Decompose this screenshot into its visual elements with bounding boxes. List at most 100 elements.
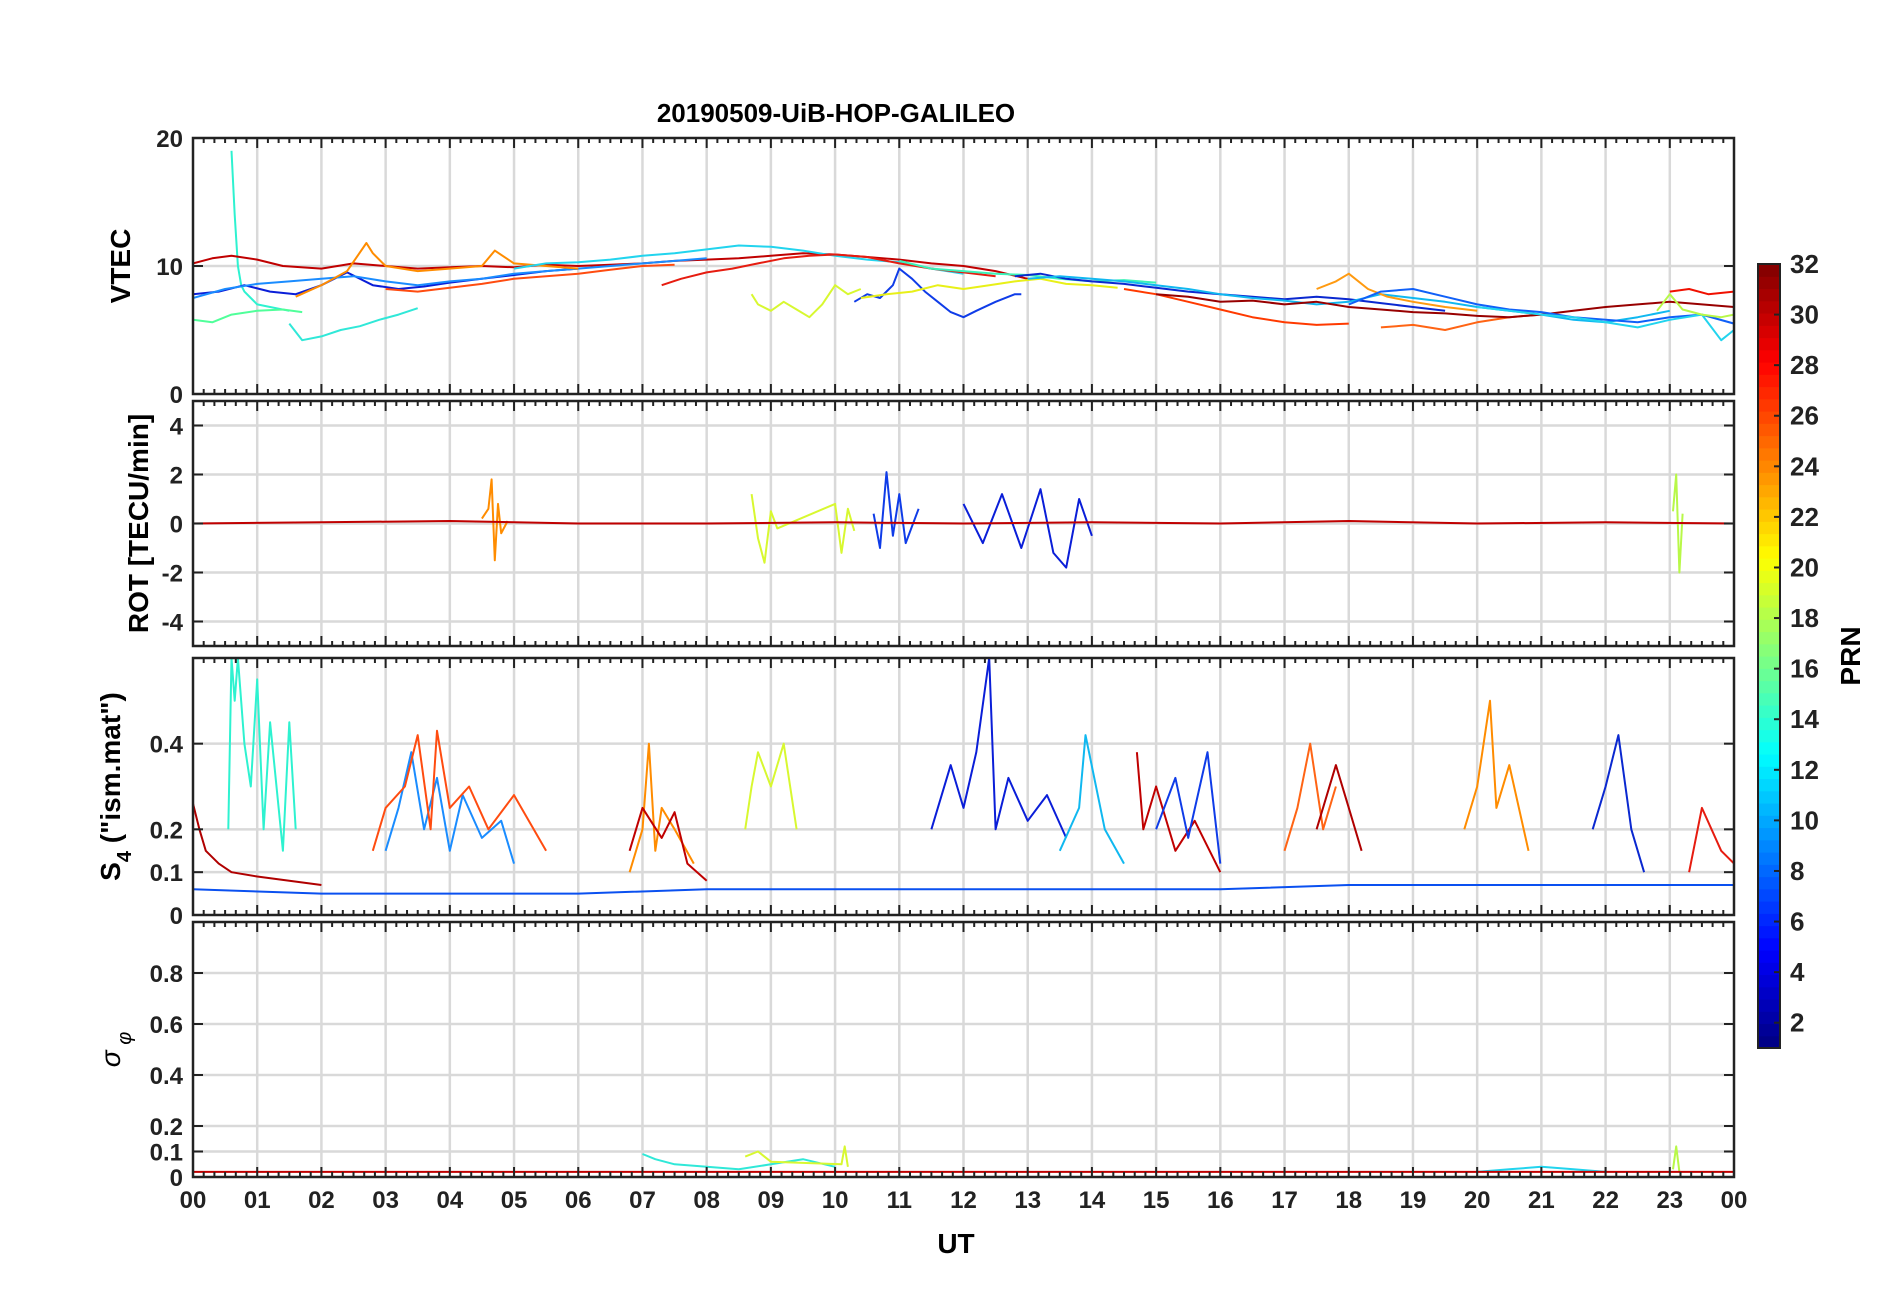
colorbar-swatch	[1758, 901, 1780, 914]
x-tick-label: 02	[308, 1187, 335, 1214]
colorbar-swatch	[1758, 852, 1780, 865]
x-tick-label: 00	[1721, 1187, 1748, 1214]
colorbar-tick-label: 26	[1790, 401, 1819, 431]
x-tick-label: 18	[1335, 1187, 1362, 1214]
series-prn-19	[744, 742, 798, 830]
x-tick-label: 19	[1400, 1187, 1427, 1214]
series-prn-20	[860, 277, 1118, 299]
x-tick-label: 07	[629, 1187, 656, 1214]
series-prn-19	[750, 284, 862, 319]
colorbar-label: PRN	[1835, 626, 1866, 685]
series-prn-19	[750, 493, 856, 564]
colorbar-swatch	[1758, 619, 1780, 633]
series-prn-19	[744, 1145, 849, 1167]
colorbar-swatch	[1758, 435, 1780, 449]
colorbar-swatch	[1758, 937, 1780, 951]
series-prn-8	[1348, 288, 1734, 325]
colorbar-swatch	[1758, 692, 1780, 706]
y-axis-label: σ φ	[95, 1032, 136, 1068]
colorbar-tick-label: 14	[1790, 704, 1819, 734]
y-tick-label: 0.2	[150, 1114, 183, 1141]
colorbar-swatch	[1758, 705, 1780, 718]
y-tick-label: 0.6	[150, 1012, 183, 1039]
series-prn-6	[193, 884, 1734, 895]
colorbar-swatch	[1758, 594, 1780, 608]
colorbar-swatch	[1758, 300, 1780, 314]
series-prn-28	[1669, 288, 1734, 296]
colorbar-swatch	[1758, 656, 1780, 669]
colorbar-swatch	[1758, 717, 1780, 731]
x-tick-label: 05	[501, 1187, 528, 1214]
colorbar-swatch	[1758, 766, 1780, 780]
x-ticks	[192, 922, 1735, 1177]
grid	[193, 658, 1734, 915]
y-tick-label: 0.2	[150, 817, 183, 844]
x-tick-label: 09	[758, 1187, 785, 1214]
colorbar-swatch	[1758, 472, 1780, 486]
x-tick-label: 14	[1079, 1187, 1106, 1214]
series-prn-9	[384, 751, 515, 864]
colorbar-swatch	[1758, 741, 1780, 755]
colorbar-tick-label: 6	[1790, 907, 1804, 937]
series-prn-11	[1058, 734, 1125, 865]
panel-rot: -4 -2 0 2 4 ROT [TECU/min]	[123, 399, 1736, 648]
y-ticks: 0 10 20	[156, 126, 1734, 409]
colorbar-swatch	[1758, 974, 1780, 988]
colorbar-swatch	[1758, 680, 1780, 694]
colorbar-swatch	[1758, 999, 1780, 1012]
y-tick-label: 0	[170, 903, 183, 930]
y-tick-label: 0.8	[150, 961, 183, 988]
series-prn-31	[193, 520, 1734, 525]
y-tick-label: 0	[170, 512, 183, 539]
panel-sigma_phi: 00.10.2 0.4 0.6 0.8 σ φ	[95, 920, 1736, 1192]
colorbar-swatch	[1758, 607, 1780, 620]
colorbar-swatch	[1758, 423, 1780, 437]
colorbar-swatch	[1758, 264, 1780, 277]
colorbar-swatch	[1758, 950, 1780, 963]
figure-title: 20190509-UiB-HOP-GALILEO	[657, 98, 1015, 128]
colorbar-swatch	[1758, 288, 1780, 302]
colorbar-tick-label: 8	[1790, 856, 1804, 886]
x-tick-label: 03	[372, 1187, 399, 1214]
panel-s4: 0 0.1 0.2 0.4 S4 ("ism.mat")	[95, 656, 1736, 930]
colorbar-swatch	[1758, 570, 1780, 584]
x-tick-label: 11	[887, 1187, 912, 1214]
colorbar-swatch	[1758, 521, 1780, 535]
series-prn-26	[371, 729, 547, 852]
x-tick-label: 00	[180, 1187, 207, 1214]
series-prn-25	[1283, 742, 1337, 852]
series-prn-14	[230, 150, 290, 312]
colorbar-tick-label: 10	[1790, 805, 1819, 835]
y-axis-label: VTEC	[105, 229, 136, 304]
colorbar-swatch	[1758, 447, 1780, 461]
series-group	[193, 150, 1734, 342]
colorbar-swatch	[1758, 729, 1780, 743]
colorbar-swatch	[1758, 888, 1780, 902]
x-ticks	[192, 658, 1735, 915]
series-prn-17	[1672, 1145, 1681, 1173]
colorbar-swatch	[1758, 313, 1780, 326]
colorbar-swatch	[1758, 398, 1780, 412]
colorbar-swatch	[1758, 668, 1780, 682]
colorbar-swatch	[1758, 1023, 1780, 1037]
colorbar-swatch	[1758, 484, 1780, 498]
series-prn-24	[295, 242, 579, 298]
colorbar-tick-label: 2	[1790, 1008, 1804, 1038]
colorbar-swatch	[1758, 496, 1780, 510]
series-prn-16	[193, 308, 303, 324]
y-tick-label: 10	[156, 254, 183, 281]
x-tick-label: 06	[565, 1187, 592, 1214]
x-tick-label: 16	[1207, 1187, 1234, 1214]
y-tick-label: 0	[170, 382, 183, 409]
colorbar-swatch	[1758, 545, 1780, 559]
x-tick-label: 13	[1014, 1187, 1041, 1214]
y-axis-label: ROT [TECU/min]	[123, 414, 154, 633]
colorbar-swatch	[1758, 582, 1780, 596]
colorbar-swatch	[1758, 276, 1780, 290]
colorbar-tick-label: 4	[1790, 957, 1805, 987]
colorbar-swatch	[1758, 643, 1780, 657]
colorbar-swatch	[1758, 362, 1780, 375]
colorbar-swatch	[1758, 839, 1780, 853]
